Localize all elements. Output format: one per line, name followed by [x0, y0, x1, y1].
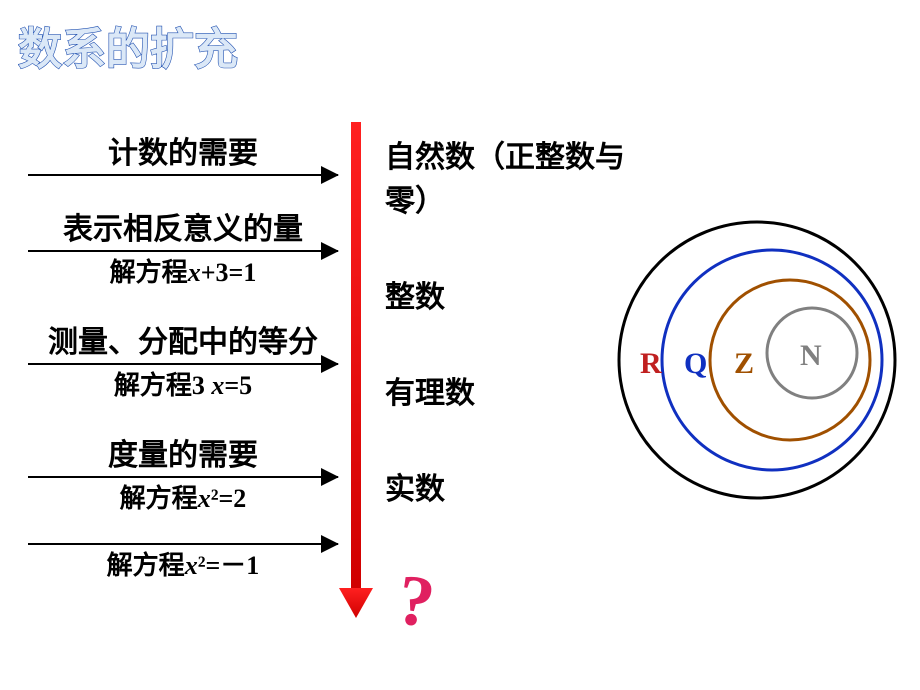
reason-bottom: 解方程x+3=1	[28, 252, 338, 289]
reason-bottom: 解方程x²=2	[28, 478, 338, 515]
reason-top: 表示相反意义的量	[28, 204, 338, 250]
reason-item: 度量的需要解方程x²=2	[28, 430, 338, 515]
number-set-label: 实数	[385, 464, 645, 508]
reason-item: 表示相反意义的量解方程x+3=1	[28, 204, 338, 289]
venn-diagram: RQZ N	[612, 215, 902, 505]
reason-top: 测量、分配中的等分	[28, 317, 338, 363]
reasons-column: 计数的需要表示相反意义的量解方程x+3=1 测量、分配中的等分解方程3 x=5 度量…	[28, 128, 338, 610]
venn-label-Q: Q	[684, 347, 707, 380]
reason-top: 度量的需要	[28, 430, 338, 476]
reason-item: 解方程x²=－1	[28, 543, 338, 582]
number-set-label: 有理数	[385, 368, 645, 412]
reason-arrow-icon	[28, 174, 338, 176]
venn-label-R: R	[640, 347, 662, 380]
number-set-label: 整数	[385, 272, 645, 316]
reason-arrow-icon	[28, 250, 338, 252]
venn-label-Z: Z	[734, 347, 754, 380]
reason-arrow-icon	[28, 363, 338, 365]
reason-bottom: 解方程x²=－1	[28, 545, 338, 582]
venn-label-N: N	[800, 339, 822, 372]
reason-arrow-icon	[28, 543, 338, 545]
number-set-label: 自然数（正整数与零）	[385, 132, 645, 220]
reason-item: 计数的需要	[28, 128, 338, 176]
reason-item: 测量、分配中的等分解方程3 x=5	[28, 317, 338, 402]
reason-arrow-icon	[28, 476, 338, 478]
reason-top: 计数的需要	[28, 128, 338, 174]
reason-bottom: 解方程3 x=5	[28, 365, 338, 402]
number-sets-column: 自然数（正整数与零） 整数有理数实数	[385, 132, 645, 560]
